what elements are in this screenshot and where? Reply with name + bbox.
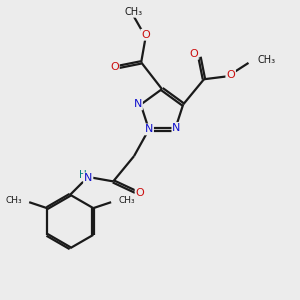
Text: N: N: [84, 173, 92, 183]
Text: O: O: [136, 188, 144, 198]
Text: O: O: [189, 49, 198, 59]
Text: CH₃: CH₃: [118, 196, 135, 205]
Text: CH₃: CH₃: [125, 7, 143, 17]
Text: O: O: [226, 70, 235, 80]
Text: N: N: [134, 100, 142, 110]
Text: O: O: [110, 62, 119, 72]
Text: O: O: [141, 30, 150, 40]
Text: CH₃: CH₃: [257, 55, 275, 65]
Text: CH₃: CH₃: [5, 196, 22, 205]
Text: H: H: [79, 170, 86, 181]
Text: N: N: [172, 123, 181, 133]
Text: N: N: [145, 124, 153, 134]
